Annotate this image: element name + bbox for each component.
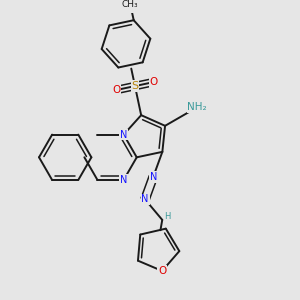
- Text: NH₂: NH₂: [188, 102, 207, 112]
- Text: S: S: [131, 81, 139, 91]
- Text: N: N: [149, 172, 157, 182]
- Text: O: O: [112, 85, 120, 95]
- Text: H: H: [164, 212, 171, 221]
- Text: N: N: [120, 175, 127, 185]
- Text: O: O: [150, 77, 158, 87]
- Text: O: O: [158, 266, 166, 276]
- Text: N: N: [141, 194, 149, 204]
- Text: N: N: [120, 130, 127, 140]
- Text: CH₃: CH₃: [122, 0, 139, 9]
